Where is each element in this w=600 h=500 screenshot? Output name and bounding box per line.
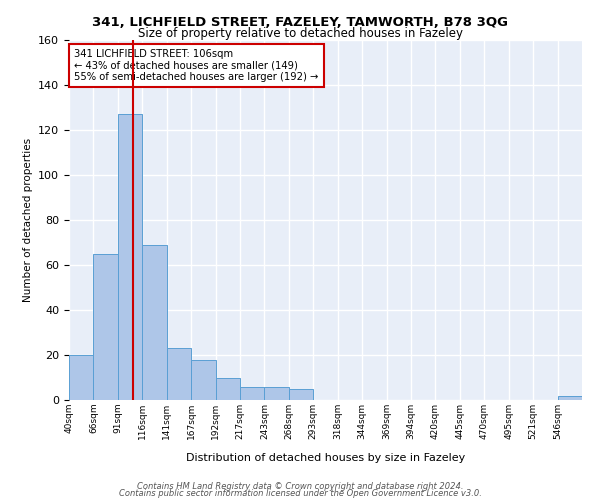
- Text: Contains HM Land Registry data © Crown copyright and database right 2024.: Contains HM Land Registry data © Crown c…: [137, 482, 463, 491]
- Text: 341, LICHFIELD STREET, FAZELEY, TAMWORTH, B78 3QG: 341, LICHFIELD STREET, FAZELEY, TAMWORTH…: [92, 16, 508, 29]
- Bar: [265, 386, 289, 400]
- Text: Size of property relative to detached houses in Fazeley: Size of property relative to detached ho…: [137, 26, 463, 40]
- Bar: [167, 348, 191, 400]
- Bar: [289, 389, 313, 400]
- Bar: [240, 386, 265, 400]
- X-axis label: Distribution of detached houses by size in Fazeley: Distribution of detached houses by size …: [186, 453, 465, 463]
- Text: Contains public sector information licensed under the Open Government Licence v3: Contains public sector information licen…: [119, 489, 481, 498]
- Text: 341 LICHFIELD STREET: 106sqm
← 43% of detached houses are smaller (149)
55% of s: 341 LICHFIELD STREET: 106sqm ← 43% of de…: [74, 49, 319, 82]
- Bar: [191, 360, 215, 400]
- Bar: [94, 254, 118, 400]
- Bar: [69, 355, 94, 400]
- Bar: [215, 378, 240, 400]
- Y-axis label: Number of detached properties: Number of detached properties: [23, 138, 32, 302]
- Bar: [142, 245, 167, 400]
- Bar: [118, 114, 142, 400]
- Bar: [557, 396, 582, 400]
